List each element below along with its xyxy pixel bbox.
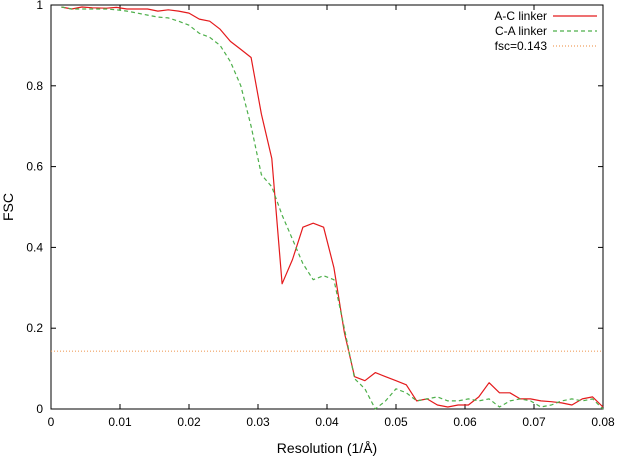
x-tick-label: 0.07 bbox=[522, 415, 546, 429]
x-tick-label: 0 bbox=[48, 415, 55, 429]
x-tick-label: 0.05 bbox=[384, 415, 408, 429]
legend-label-fsc-threshold: fsc=0.143 bbox=[495, 39, 548, 53]
series-line-c-a-linker bbox=[61, 6, 604, 410]
y-tick-label: 0.4 bbox=[26, 240, 43, 254]
series-layer bbox=[51, 6, 604, 410]
y-tick-label: 0.2 bbox=[26, 321, 43, 335]
x-tick-label: 0.08 bbox=[591, 415, 615, 429]
y-tick-label: 0.6 bbox=[26, 160, 43, 174]
y-tick-label: 0 bbox=[36, 402, 43, 416]
x-tick-label: 0.06 bbox=[453, 415, 477, 429]
series-line-a-c-linker bbox=[61, 6, 604, 408]
plot-frame bbox=[50, 4, 604, 410]
x-tick-label: 0.04 bbox=[315, 415, 339, 429]
x-tick-label: 0.02 bbox=[177, 415, 201, 429]
x-tick-label: 0.01 bbox=[108, 415, 132, 429]
x-axis-title: Resolution (1/Å) bbox=[277, 440, 377, 456]
y-tick-label: 1 bbox=[36, 0, 43, 12]
y-axis-title: FSC bbox=[0, 193, 16, 221]
y-tick-label: 0.8 bbox=[26, 79, 43, 93]
legend-label-c-a-linker: C-A linker bbox=[495, 24, 547, 38]
legend: A-C linker C-A linker fsc=0.143 bbox=[494, 9, 597, 53]
x-tick-label: 0.03 bbox=[246, 415, 270, 429]
axis-ticks: 0 0.01 0.02 0.03 0.04 0.05 0.06 0.07 0.08 0 0.2 0.4… bbox=[26, 0, 615, 429]
legend-label-a-c-linker: A-C linker bbox=[494, 9, 547, 23]
